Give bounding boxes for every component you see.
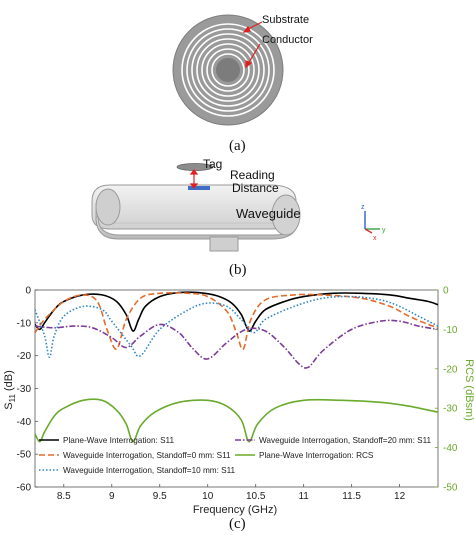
conductor-label: Conductor [262, 34, 313, 46]
plot-area [34, 289, 439, 488]
y-right-tick-label: -50 [443, 483, 458, 494]
legend-entry-label: Plane-Wave Interrogation: S11 [63, 436, 174, 445]
y-right-tick-label: 0 [443, 286, 449, 297]
panel-c-label: (c) [229, 516, 246, 532]
substrate-label: Substrate [262, 14, 310, 26]
x-tick-label: 12 [394, 491, 406, 502]
y-tick-label: -30 [17, 384, 32, 395]
axis-ticks: 8.5 9 9.5 10 10.5 11 11.5 12 0 -10 -20 -30 -40 -50 -60… [17, 286, 458, 503]
y-right-tick-label: -20 [443, 364, 458, 375]
y-tick-label: -50 [17, 450, 32, 461]
panel-b-label: (b) [229, 262, 247, 278]
y-tick-label: -20 [17, 351, 32, 362]
distance-arrow [189, 169, 199, 189]
legend-entry-label: Waveguide Interrogation, Standoff=0 mm: … [63, 451, 231, 460]
panel-b-illustration: z y x [91, 163, 386, 252]
x-tick-label: 9.5 [153, 491, 167, 502]
x-tick-label: 8.5 [57, 491, 71, 502]
series-line-3 [35, 295, 438, 359]
spiral-tag-disc [172, 14, 284, 126]
y-tick-label: -10 [17, 318, 32, 329]
y-tick-label: -60 [17, 483, 32, 494]
waveguide-body [91, 184, 301, 252]
waveguide-label: Waveguide [236, 206, 301, 221]
series-line-4 [35, 319, 438, 369]
legend: Plane-Wave Interrogation: S11 Waveguide I… [39, 436, 432, 475]
axis-z-label: z [361, 204, 365, 211]
legend-entry-label: Plane-Wave Interrogation: RCS [259, 451, 374, 460]
y-axis-label: S11 (dB) [3, 370, 17, 410]
y-right-tick-label: -10 [443, 325, 458, 336]
panel-a-label: (a) [229, 138, 246, 154]
y-axis-right-label: RCS (dBsm) [463, 359, 474, 421]
tag-label: Tag [203, 157, 223, 171]
legend-entry-label: Waveguide Interrogation, Standoff=20 mm:… [259, 436, 432, 445]
waveguide-slot [188, 186, 210, 190]
x-tick-label: 10 [202, 491, 214, 502]
panel-a-illustration [172, 14, 284, 126]
s11-rcs-chart: 8.5 9 9.5 10 10.5 11 11.5 12 0 -10 -20 -30 -40 -50 -60… [3, 286, 474, 517]
distance-label: Distance [232, 181, 279, 195]
series-line-5 [35, 398, 438, 443]
reading-label: Reading [230, 168, 275, 182]
x-tick-label: 10.5 [246, 491, 266, 502]
x-tick-label: 11 [298, 491, 309, 502]
y-right-tick-label: -40 [443, 443, 458, 454]
y-tick-label: 0 [25, 286, 31, 297]
y-right-tick-label: -30 [443, 404, 458, 415]
x-axis-label: Frequency (GHz) [193, 504, 277, 516]
x-tick-label: 11.5 [342, 491, 361, 502]
axis-triad-icon [364, 211, 380, 234]
axis-y-label: y [382, 227, 386, 234]
series-lines [35, 291, 438, 443]
x-tick-label: 9 [109, 491, 115, 502]
y-tick-label: -40 [17, 417, 32, 428]
red-arrows [242, 21, 263, 69]
series-line-2 [35, 291, 438, 351]
axis-x-label: x [373, 235, 377, 242]
legend-entry-label: Waveguide Interrogation, Standoff=10 mm:… [63, 466, 236, 475]
